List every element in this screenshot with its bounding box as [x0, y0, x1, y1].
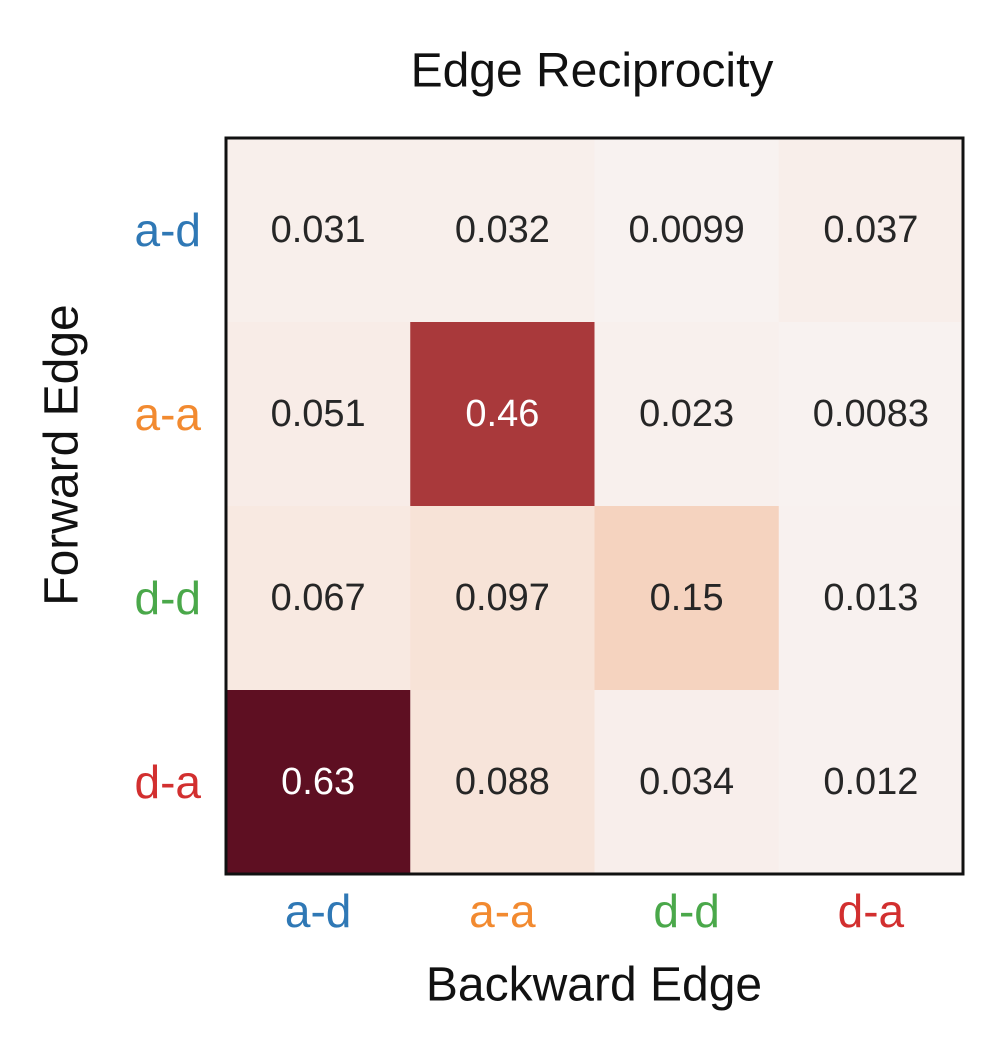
- heatmap-cell: [410, 322, 596, 507]
- x-tick-labels: a-d a-a d-d d-a: [285, 885, 905, 937]
- cell-value-label: 0.088: [455, 761, 550, 803]
- cell-value-label: 0.032: [455, 209, 550, 251]
- y-axis-title: Forward Edge: [36, 304, 89, 605]
- heatmap-cell: [410, 506, 596, 691]
- plot-frame: [224, 136, 965, 876]
- y-tick-label: a-a: [135, 388, 202, 440]
- cell-value-labels: 0.031 0.032 0.0099 0.037 0.051 0.46 0.023 0.008…: [271, 209, 929, 803]
- cell-value-label: 0.097: [455, 577, 550, 619]
- heatmap-cell: [778, 322, 964, 507]
- y-tick-label: a-d: [135, 204, 201, 256]
- cell-value-label: 0.0083: [813, 393, 929, 435]
- heatmap-cell: [594, 506, 780, 691]
- heatmap-cell: [226, 322, 411, 507]
- heatmap-cell: [778, 690, 964, 875]
- heatmap-cell: [778, 138, 964, 323]
- cell-value-label: 0.051: [271, 393, 366, 435]
- x-axis-title: Backward Edge: [426, 959, 762, 1012]
- cell-value-label: 0.037: [823, 209, 918, 251]
- heatmap-cell: [226, 690, 411, 875]
- heatmap-cell: [410, 690, 596, 875]
- heatmap-cell: [778, 506, 964, 691]
- heatmap-cell: [594, 322, 780, 507]
- cell-value-label: 0.012: [823, 761, 918, 803]
- x-tick-label: d-a: [838, 885, 905, 937]
- heatmap-cell: [226, 138, 411, 323]
- cell-value-label: 0.023: [639, 393, 734, 435]
- heatmap-cells: [226, 138, 964, 875]
- cell-value-label: 0.031: [271, 209, 366, 251]
- x-tick-label: a-a: [469, 885, 536, 937]
- cell-value-label: 0.067: [271, 577, 366, 619]
- x-tick-label: a-d: [285, 885, 351, 937]
- heatmap-cell: [410, 138, 596, 323]
- y-tick-label: d-a: [135, 756, 202, 808]
- cell-value-label: 0.63: [281, 761, 355, 803]
- cell-value-label: 0.46: [465, 393, 539, 435]
- cell-value-label: 0.013: [823, 577, 918, 619]
- y-tick-labels: a-d a-a d-d d-a: [135, 204, 202, 808]
- chart-title: Edge Reciprocity: [411, 45, 774, 98]
- cell-value-label: 0.15: [650, 577, 724, 619]
- heatmap-cell: [594, 690, 780, 875]
- cell-value-label: 0.0099: [629, 209, 745, 251]
- cell-value-label: 0.034: [639, 761, 734, 803]
- y-tick-label: d-d: [135, 572, 201, 624]
- heatmap-cell: [226, 506, 411, 691]
- x-tick-label: d-d: [653, 885, 719, 937]
- heatmap-cell: [594, 138, 780, 323]
